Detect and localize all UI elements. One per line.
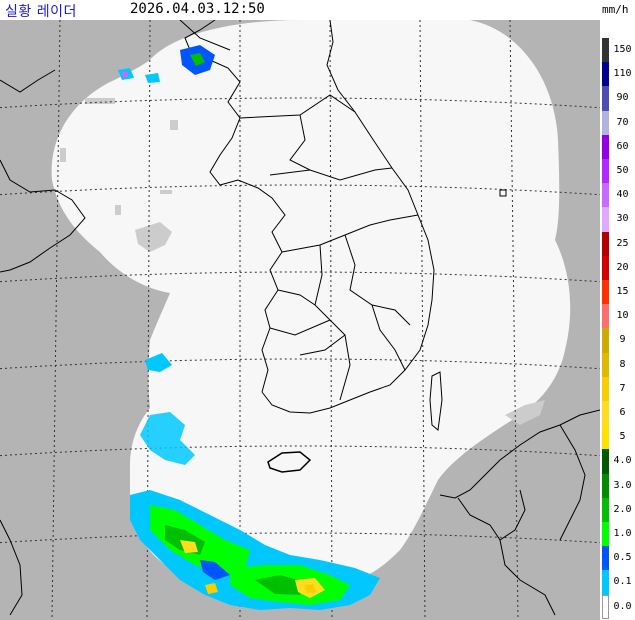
radar-map[interactable] bbox=[0, 20, 600, 620]
radar-coverage-area bbox=[51, 20, 571, 580]
legend-swatch bbox=[602, 231, 609, 256]
legend-label: 0.5 bbox=[613, 552, 632, 564]
legend-label: 90 bbox=[616, 92, 629, 104]
legend-label: 3.0 bbox=[613, 479, 632, 491]
legend-swatch bbox=[602, 62, 609, 87]
legend-label: 1.0 bbox=[613, 528, 632, 539]
legend-swatch bbox=[602, 376, 609, 401]
legend-swatch bbox=[602, 86, 609, 111]
echo-area-southwest bbox=[130, 353, 380, 610]
legend-label: 20 bbox=[616, 261, 629, 273]
legend-label: 9 bbox=[619, 334, 626, 346]
ground-clutter bbox=[60, 98, 545, 425]
legend-swatch bbox=[602, 38, 609, 63]
legend-label: 0.0 bbox=[613, 600, 632, 612]
legend-label: 50 bbox=[616, 165, 629, 176]
legend-swatch bbox=[602, 594, 609, 619]
legend-label: 25 bbox=[616, 237, 629, 249]
rain-rate-legend: 150 110 90 70 60 50 40 30 25 20 15 10 9 8 7 6 5 4.0 3.0 2.0… bbox=[600, 20, 635, 620]
legend-swatch bbox=[602, 110, 609, 135]
precipitation-echoes bbox=[118, 45, 380, 610]
legend-swatch bbox=[602, 522, 609, 547]
legend-label: 6 bbox=[619, 407, 626, 418]
legend-swatch bbox=[602, 183, 609, 208]
legend-swatch bbox=[602, 352, 609, 377]
title-bar: 실황 레이더 2026.04.03.12:50 mm/h bbox=[0, 0, 635, 20]
legend-label: 70 bbox=[616, 116, 629, 128]
legend-swatch bbox=[602, 546, 609, 571]
legend-swatch bbox=[602, 473, 609, 498]
product-title: 실황 레이더 bbox=[5, 4, 77, 20]
legend-label: 2.0 bbox=[613, 503, 632, 515]
radar-map-canvas bbox=[0, 20, 600, 620]
legend-swatch bbox=[602, 425, 609, 450]
legend-label: 8 bbox=[619, 358, 626, 370]
legend-label: 30 bbox=[616, 213, 629, 225]
legend-swatch bbox=[602, 449, 609, 474]
legend-swatch bbox=[602, 570, 609, 595]
legend-swatch bbox=[602, 401, 609, 426]
legend-label: 150 bbox=[613, 44, 632, 55]
legend-swatch bbox=[602, 497, 609, 522]
rain-rate-unit: mm/h bbox=[602, 3, 629, 16]
echo-area-northwest bbox=[118, 45, 215, 83]
legend-label: 60 bbox=[616, 140, 629, 152]
legend-swatch bbox=[602, 159, 609, 184]
legend-label: 7 bbox=[619, 382, 626, 394]
legend-swatch bbox=[602, 280, 609, 305]
legend-swatch bbox=[602, 328, 609, 353]
legend-label: 0.1 bbox=[613, 576, 632, 588]
coastlines bbox=[0, 20, 600, 616]
legend-label: 5 bbox=[619, 431, 626, 443]
legend-swatch bbox=[602, 207, 609, 232]
legend-label: 40 bbox=[616, 189, 629, 201]
legend-label: 4.0 bbox=[613, 455, 632, 467]
legend-label: 15 bbox=[616, 286, 629, 297]
legend-label: 110 bbox=[613, 68, 632, 80]
observation-time: 2026.04.03.12:50 bbox=[130, 1, 265, 17]
legend-swatch bbox=[602, 304, 609, 329]
legend-swatch bbox=[602, 255, 609, 280]
legend-label: 10 bbox=[616, 310, 629, 322]
legend-swatch bbox=[602, 134, 609, 159]
